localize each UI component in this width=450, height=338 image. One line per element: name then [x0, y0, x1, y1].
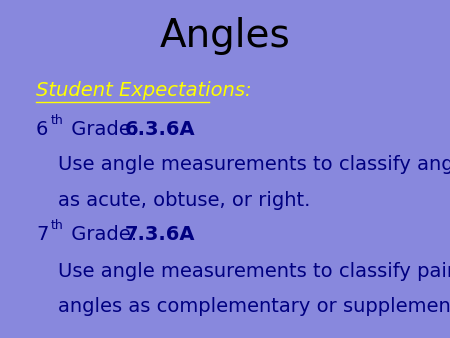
Text: 7: 7 — [36, 225, 49, 244]
Text: 6: 6 — [36, 120, 49, 139]
Text: angles as complementary or supplementary.: angles as complementary or supplementary… — [58, 297, 450, 316]
Text: Grade:: Grade: — [65, 225, 144, 244]
Text: as acute, obtuse, or right.: as acute, obtuse, or right. — [58, 191, 311, 210]
Text: 7.3.6A: 7.3.6A — [125, 225, 195, 244]
Text: th: th — [51, 114, 63, 127]
Text: Use angle measurements to classify angles: Use angle measurements to classify angle… — [58, 155, 450, 174]
Text: th: th — [51, 219, 63, 232]
Text: Angles: Angles — [160, 17, 290, 55]
Text: Use angle measurements to classify pairs of: Use angle measurements to classify pairs… — [58, 262, 450, 281]
Text: Grade:: Grade: — [65, 120, 144, 139]
Text: 6.3.6A: 6.3.6A — [125, 120, 195, 139]
Text: Student Expectations:: Student Expectations: — [36, 81, 252, 100]
